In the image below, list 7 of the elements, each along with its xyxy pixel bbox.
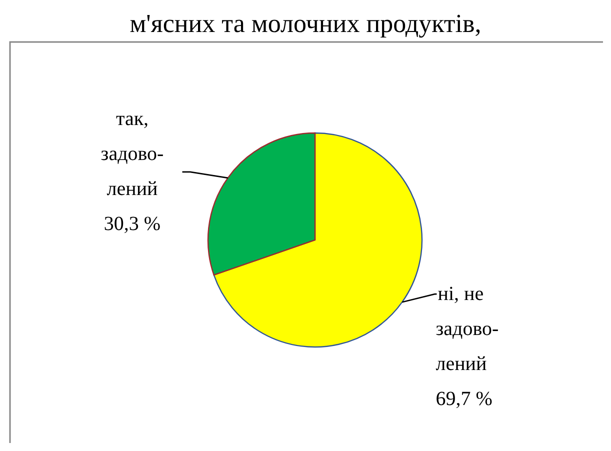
data-label: 69,7 % <box>436 388 492 410</box>
slice-label: ні, не задово-лений <box>436 283 499 376</box>
pie-slice <box>208 132 316 276</box>
pie-slice <box>213 132 423 348</box>
data-label: 30,3 % <box>104 212 161 235</box>
slice-label: так, задово-лений <box>100 108 164 200</box>
chart-title: м'ясних та молочних продуктів, <box>130 9 482 38</box>
